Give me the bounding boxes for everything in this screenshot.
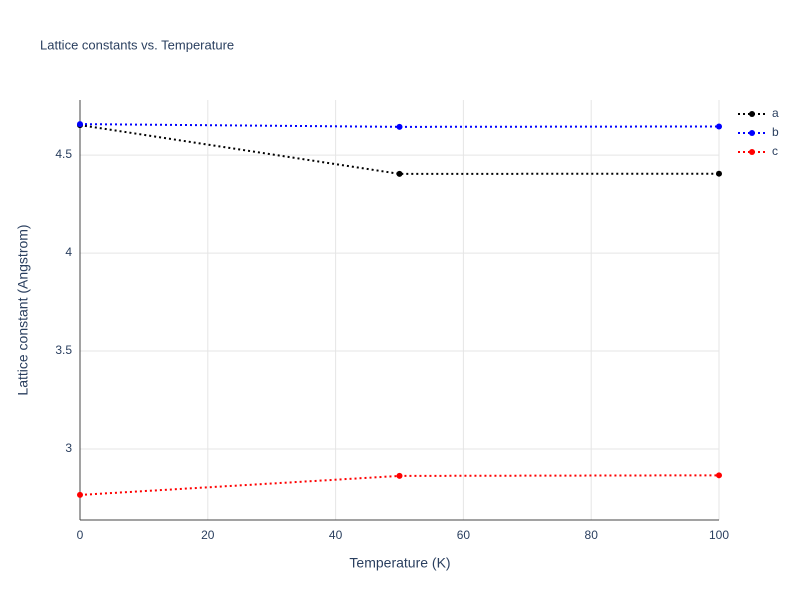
data-point bbox=[716, 472, 722, 479]
y-tick-label: 4.5 bbox=[55, 147, 72, 161]
data-point bbox=[77, 491, 83, 498]
x-tick-label: 0 bbox=[77, 528, 84, 542]
legend-marker bbox=[749, 149, 755, 155]
y-tick-label: 3.5 bbox=[55, 343, 72, 357]
x-tick-label: 100 bbox=[709, 528, 729, 542]
data-point bbox=[396, 170, 403, 177]
legend-marker bbox=[749, 130, 755, 136]
series-line bbox=[79, 124, 720, 175]
x-axis-title: Temperature (K) bbox=[349, 555, 450, 571]
y-axis-title: Lattice constant (Angstrom) bbox=[15, 224, 31, 395]
x-tick-label: 80 bbox=[585, 528, 599, 542]
data-point bbox=[77, 121, 83, 128]
series-line bbox=[79, 123, 720, 128]
x-tick-label: 40 bbox=[329, 528, 343, 542]
x-tick-label: 20 bbox=[201, 528, 215, 542]
y-tick-label: 3 bbox=[65, 441, 72, 455]
y-tick-label: 4 bbox=[65, 245, 72, 259]
chart-title: Lattice constants vs. Temperature bbox=[40, 37, 234, 52]
data-point bbox=[396, 472, 403, 479]
data-point bbox=[716, 123, 722, 130]
legend-label: a bbox=[772, 106, 779, 120]
legend-label: b bbox=[772, 125, 779, 139]
x-tick-label: 60 bbox=[457, 528, 471, 542]
legend-marker bbox=[749, 111, 755, 117]
data-point bbox=[396, 123, 403, 130]
data-point bbox=[716, 170, 722, 177]
legend-label: c bbox=[772, 144, 778, 158]
